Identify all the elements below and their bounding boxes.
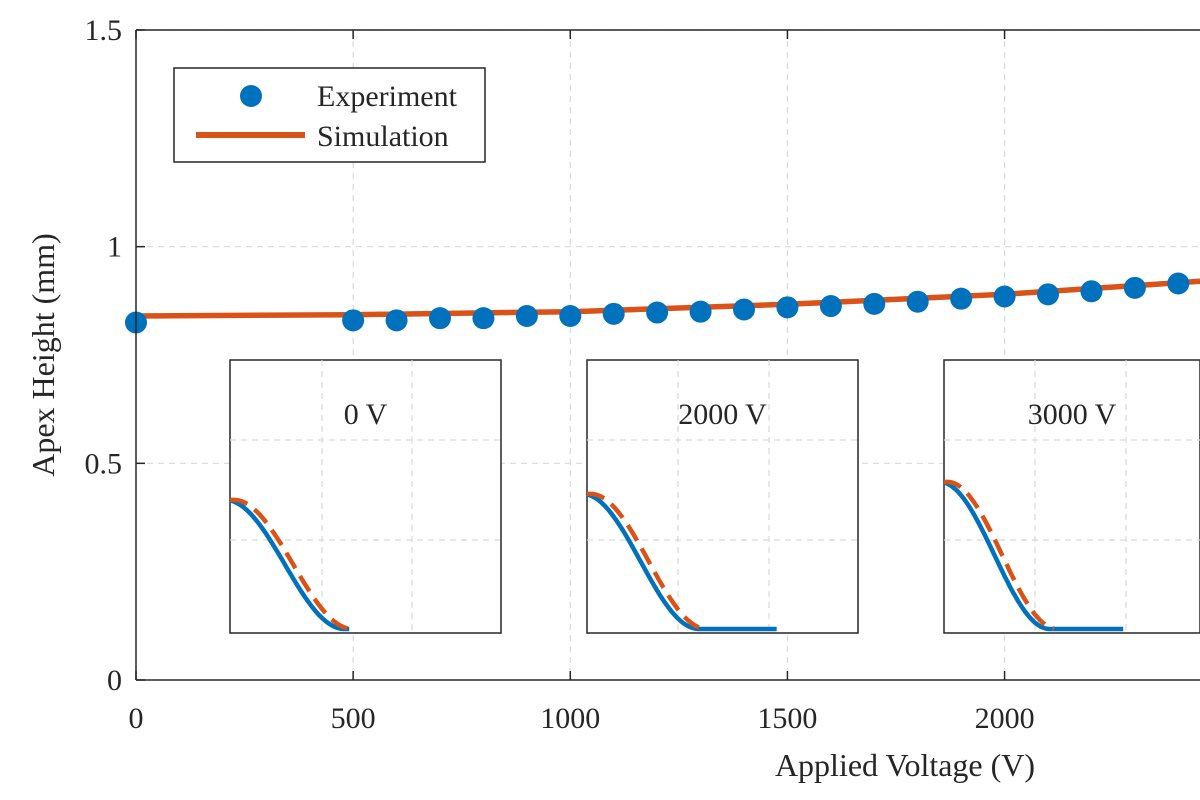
legend-marker-experiment bbox=[240, 85, 262, 107]
legend: Experiment Simulation bbox=[173, 67, 486, 163]
experiment-point-2 bbox=[385, 309, 408, 332]
experiment-point-17 bbox=[1037, 283, 1059, 306]
legend-label-simulation: Simulation bbox=[317, 120, 449, 153]
series-layer bbox=[125, 272, 1200, 334]
experiment-point-4 bbox=[472, 307, 495, 330]
experiment-point-9 bbox=[689, 300, 712, 323]
inset-title-0: 0 V bbox=[344, 398, 388, 431]
experiment-point-1 bbox=[342, 309, 365, 332]
tick-labels: 0 500 1000 1500 2000 0 0.5 1 1.5 bbox=[85, 14, 1035, 735]
inset-simulation-curve-1 bbox=[587, 491, 705, 631]
experiment-point-18 bbox=[1080, 280, 1103, 303]
inset-experiment-curve-1 bbox=[586, 492, 777, 632]
insets: 0 V 2000 V 3000 V bbox=[229, 359, 1200, 634]
experiment-point-3 bbox=[429, 307, 451, 330]
x-tick-label-2: 1000 bbox=[540, 702, 600, 735]
experiment-point-13 bbox=[863, 292, 886, 315]
experiment-point-7 bbox=[602, 302, 625, 325]
experiment-point-5 bbox=[515, 305, 538, 327]
experiment-point-19 bbox=[1123, 276, 1146, 299]
y-tick-label-1: 0.5 bbox=[85, 447, 123, 480]
inset-simulation-curve-0 bbox=[230, 497, 350, 631]
experiment-point-20 bbox=[1167, 272, 1190, 295]
axes bbox=[135, 29, 1200, 681]
y-axis-label: Apex Height (mm) bbox=[25, 233, 61, 477]
inset-title-1: 2000 V bbox=[678, 398, 767, 431]
inset-title-2: 3000 V bbox=[1028, 398, 1117, 431]
x-axis-label: Applied Voltage (V) bbox=[775, 747, 1035, 783]
inset-2: 3000 V bbox=[943, 359, 1200, 634]
experiment-point-14 bbox=[906, 290, 929, 313]
experiment-point-16 bbox=[993, 285, 1016, 308]
series-line-simulation bbox=[135, 278, 1200, 319]
experiment-point-10 bbox=[733, 298, 755, 321]
x-tick-label-1: 500 bbox=[331, 702, 376, 735]
inset-simulation-curve-2 bbox=[944, 479, 1055, 631]
inset-frame-1 bbox=[586, 359, 859, 634]
experiment-point-15 bbox=[950, 287, 973, 310]
inset-1: 2000 V bbox=[586, 359, 859, 634]
y-tick-label-0: 0 bbox=[107, 664, 122, 697]
x-tick-label-0: 0 bbox=[129, 702, 144, 735]
inset-experiment-curve-0 bbox=[229, 498, 350, 632]
y-tick-label-2: 1 bbox=[107, 231, 122, 264]
inset-experiment-curve-2 bbox=[943, 480, 1124, 632]
experiment-point-12 bbox=[819, 295, 842, 318]
inset-0: 0 V bbox=[229, 359, 502, 634]
legend-label-experiment: Experiment bbox=[317, 80, 458, 113]
experiment-point-11 bbox=[776, 296, 799, 319]
experiment-point-8 bbox=[646, 301, 669, 324]
x-tick-label-3: 1500 bbox=[757, 702, 817, 735]
legend-box bbox=[173, 67, 486, 163]
inset-frame-0 bbox=[229, 359, 502, 634]
y-tick-label-3: 1.5 bbox=[85, 14, 123, 47]
inset-frame-2 bbox=[943, 359, 1200, 634]
experiment-point-6 bbox=[559, 305, 582, 327]
x-tick-label-4: 2000 bbox=[975, 702, 1035, 735]
